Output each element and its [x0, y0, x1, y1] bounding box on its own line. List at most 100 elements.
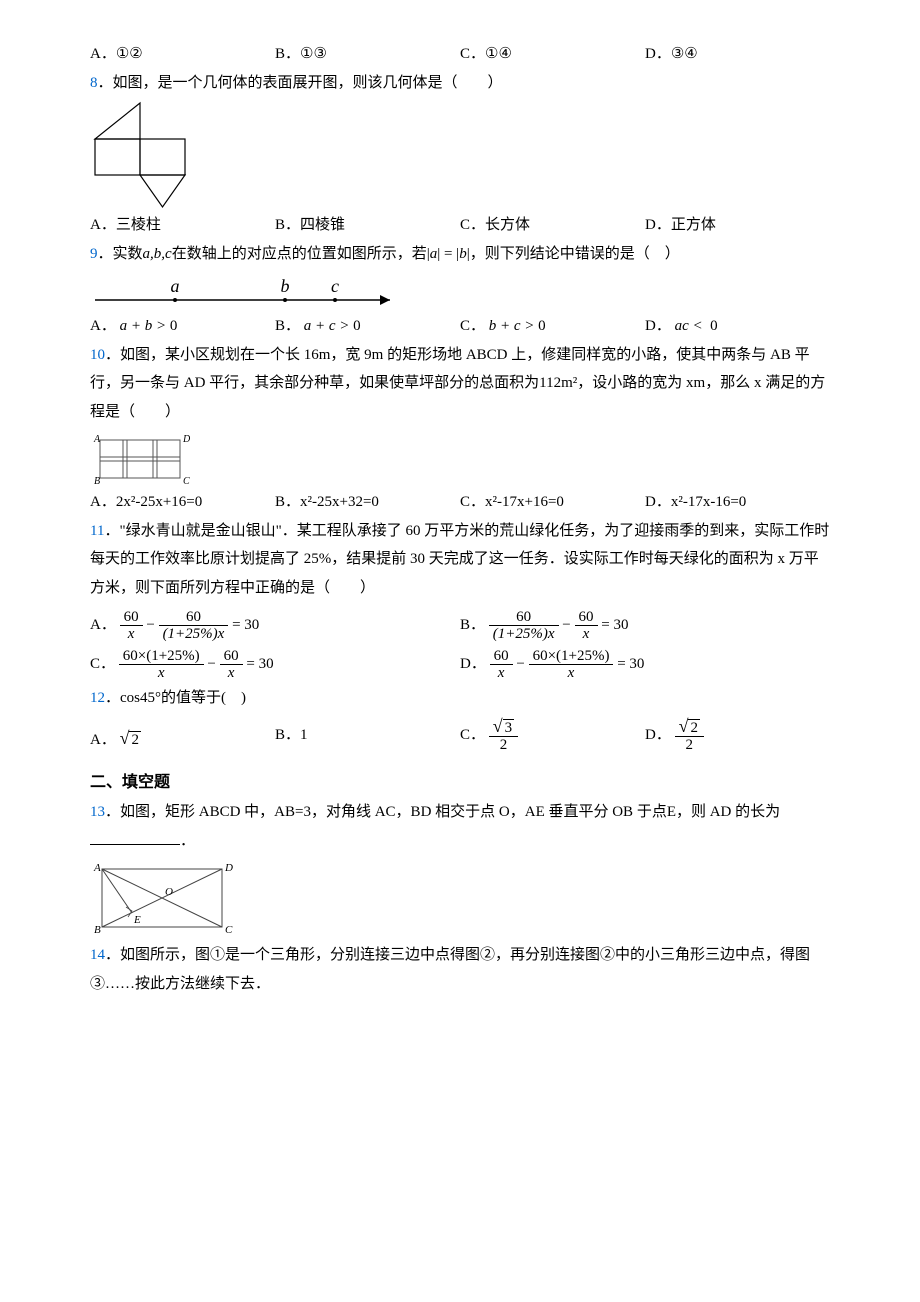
q14: 14．如图所示，图①是一个三角形，分别连接三边中点得图②，再分别连接图②中的小三…: [90, 941, 830, 998]
q11-d-frac2: 60×(1+25%)x: [529, 648, 614, 682]
q12-opt-a: A． √2: [90, 717, 275, 760]
q8-num: 8: [90, 75, 98, 91]
q11-b-eq: = 30: [601, 617, 628, 633]
q9: 9．实数a,b,c在数轴上的对应点的位置如图所示，若|a| = |b|，则下列结…: [90, 240, 830, 269]
q7-opt-c: C．①④: [460, 40, 645, 69]
q7-opt-a-text: ①②: [116, 46, 143, 62]
q8-figure: [90, 101, 830, 211]
q9-opt-c: C． b + c > 0: [460, 312, 645, 341]
svg-text:O: O: [165, 886, 173, 898]
q8-opt-a: A．三棱柱: [90, 211, 275, 240]
q10-c: x²-17x+16=0: [485, 494, 564, 510]
q12-text: ．cos45°的值等于( ): [105, 690, 246, 706]
q9-opt-d: D． ac < 0: [645, 312, 830, 341]
q9-numberline: a b c: [90, 272, 830, 312]
q8-b-text: 四棱锥: [300, 217, 345, 233]
q10: 10．如图，某小区规划在一个长 16m，宽 9m 的矩形场地 ABCD 上，修建…: [90, 341, 830, 427]
label-c: C．: [460, 46, 485, 62]
q10-num: 10: [90, 347, 105, 363]
q9-suffix: ，则下列结论中错误的是（ ）: [470, 246, 680, 262]
q9-a-eq: a + b > 0: [116, 318, 178, 334]
q14-text: ．如图所示，图①是一个三角形，分别连接三边中点得图②，再分别连接图②中的小三角形…: [90, 947, 810, 992]
svg-text:A: A: [93, 862, 101, 874]
q7-opt-b: B．①③: [275, 40, 460, 69]
q11-c-eq: = 30: [246, 656, 273, 672]
q10-opt-a: A．2x²-25x+16=0: [90, 488, 275, 517]
q9-prefix: ．实数: [98, 246, 143, 262]
label-d: D．: [645, 46, 671, 62]
q8-text: ．如图，是一个几何体的表面展开图，则该几何体是（ ）: [98, 75, 503, 91]
q11-c-frac2: 60x: [220, 648, 243, 682]
q11-c-frac1: 60×(1+25%)x: [119, 648, 204, 682]
q9-abs-eq: |a| = |b|: [427, 246, 470, 262]
svg-text:c: c: [331, 276, 339, 296]
svg-text:C: C: [225, 924, 233, 936]
q7-opt-b-text: ①③: [300, 46, 327, 62]
q12-a-sqrt: √2: [120, 732, 141, 748]
svg-text:B: B: [94, 476, 100, 487]
q9-opt-b: B． a + c > 0: [275, 312, 460, 341]
q13: 13．如图，矩形 ABCD 中，AB=3，对角线 AC，BD 相交于点 O，AE…: [90, 798, 830, 855]
q7-opt-d-text: ③④: [671, 46, 698, 62]
svg-text:B: B: [94, 924, 101, 936]
q8: 8．如图，是一个几何体的表面展开图，则该几何体是（ ）: [90, 69, 830, 98]
q11-b-frac2: 60x: [575, 609, 598, 643]
q12-opt-b: B．1: [275, 717, 460, 760]
q11-options: A． 60x − 60(1+25%)x = 30 B． 60(1+25%)x −…: [90, 606, 830, 684]
q12-b: 1: [300, 727, 308, 743]
q10-opt-d: D．x²-17x-16=0: [645, 488, 830, 517]
q13-num: 13: [90, 804, 105, 820]
svg-text:a: a: [171, 276, 180, 296]
q8-opt-c: C．长方体: [460, 211, 645, 240]
q10-text: ．如图，某小区规划在一个长 16m，宽 9m 的矩形场地 ABCD 上，修建同样…: [90, 347, 825, 420]
q10-figure: A D B C: [90, 430, 830, 488]
q11-a-frac1: 60x: [120, 609, 143, 643]
q11: 11．"绿水青山就是金山银山"．某工程队承接了 60 万平方米的荒山绿化任务，为…: [90, 517, 830, 603]
q10-opt-b: B．x²-25x+32=0: [275, 488, 460, 517]
q11-d-eq: = 30: [617, 656, 644, 672]
q13-suffix: ．: [180, 833, 195, 849]
q11-b-frac1: 60(1+25%)x: [489, 609, 559, 643]
q7-options: A．①② B．①③ C．①④ D．③④: [90, 40, 830, 69]
q12-num: 12: [90, 690, 105, 706]
q8-options: A．三棱柱 B．四棱锥 C．长方体 D．正方体: [90, 211, 830, 240]
q12-opt-d: D． √2 2: [645, 717, 830, 760]
q8-d-text: 正方体: [671, 217, 716, 233]
q9-d-eq: ac < 0: [671, 318, 718, 334]
q11-opt-b: B． 60(1+25%)x − 60x = 30: [460, 606, 830, 645]
q11-opt-a: A． 60x − 60(1+25%)x = 30: [90, 606, 460, 645]
q11-a-eq: = 30: [232, 617, 259, 633]
q10-opt-c: C．x²-17x+16=0: [460, 488, 645, 517]
q11-num: 11: [90, 523, 104, 539]
q8-a-text: 三棱柱: [116, 217, 161, 233]
svg-text:E: E: [133, 914, 141, 926]
q9-c-eq: b + c > 0: [485, 318, 546, 334]
q7-opt-a: A．①②: [90, 40, 275, 69]
svg-text:A: A: [93, 434, 101, 445]
q11-text: ．"绿水青山就是金山银山"．某工程队承接了 60 万平方米的荒山绿化任务，为了迎…: [90, 523, 829, 596]
q10-options: A．2x²-25x+16=0 B．x²-25x+32=0 C．x²-17x+16…: [90, 488, 830, 517]
svg-text:b: b: [281, 276, 290, 296]
svg-text:C: C: [183, 476, 190, 487]
q10-a: 2x²-25x+16=0: [116, 494, 202, 510]
q11-opt-c: C． 60×(1+25%)x − 60x = 30: [90, 645, 460, 684]
q11-a-frac2: 60(1+25%)x: [159, 609, 229, 643]
q12-options: A． √2 B．1 C． √3 2 D． √2 2: [90, 717, 830, 760]
svg-text:D: D: [224, 862, 233, 874]
q14-num: 14: [90, 947, 105, 963]
q13-prefix: ．如图，矩形 ABCD 中，AB=3，对角线 AC，BD 相交于点 O，AE 垂…: [105, 804, 780, 820]
q10-d: x²-17x-16=0: [671, 494, 746, 510]
q13-figure: A D B C E O: [90, 859, 830, 941]
q12-c-frac: √3 2: [489, 717, 518, 754]
q9-num: 9: [90, 246, 98, 262]
q11-opt-d: D． 60x − 60×(1+25%)x = 30: [460, 645, 830, 684]
q7-opt-c-text: ①④: [485, 46, 512, 62]
q9-options: A． a + b > 0 B． a + c > 0 C． b + c > 0 D…: [90, 312, 830, 341]
q9-vars: a,b,c: [143, 246, 172, 262]
label-b: B．: [275, 46, 300, 62]
q12-opt-c: C． √3 2: [460, 717, 645, 760]
q9-b-eq: a + c > 0: [300, 318, 361, 334]
label-a: A．: [90, 46, 116, 62]
svg-text:D: D: [182, 434, 190, 445]
q8-opt-b: B．四棱锥: [275, 211, 460, 240]
